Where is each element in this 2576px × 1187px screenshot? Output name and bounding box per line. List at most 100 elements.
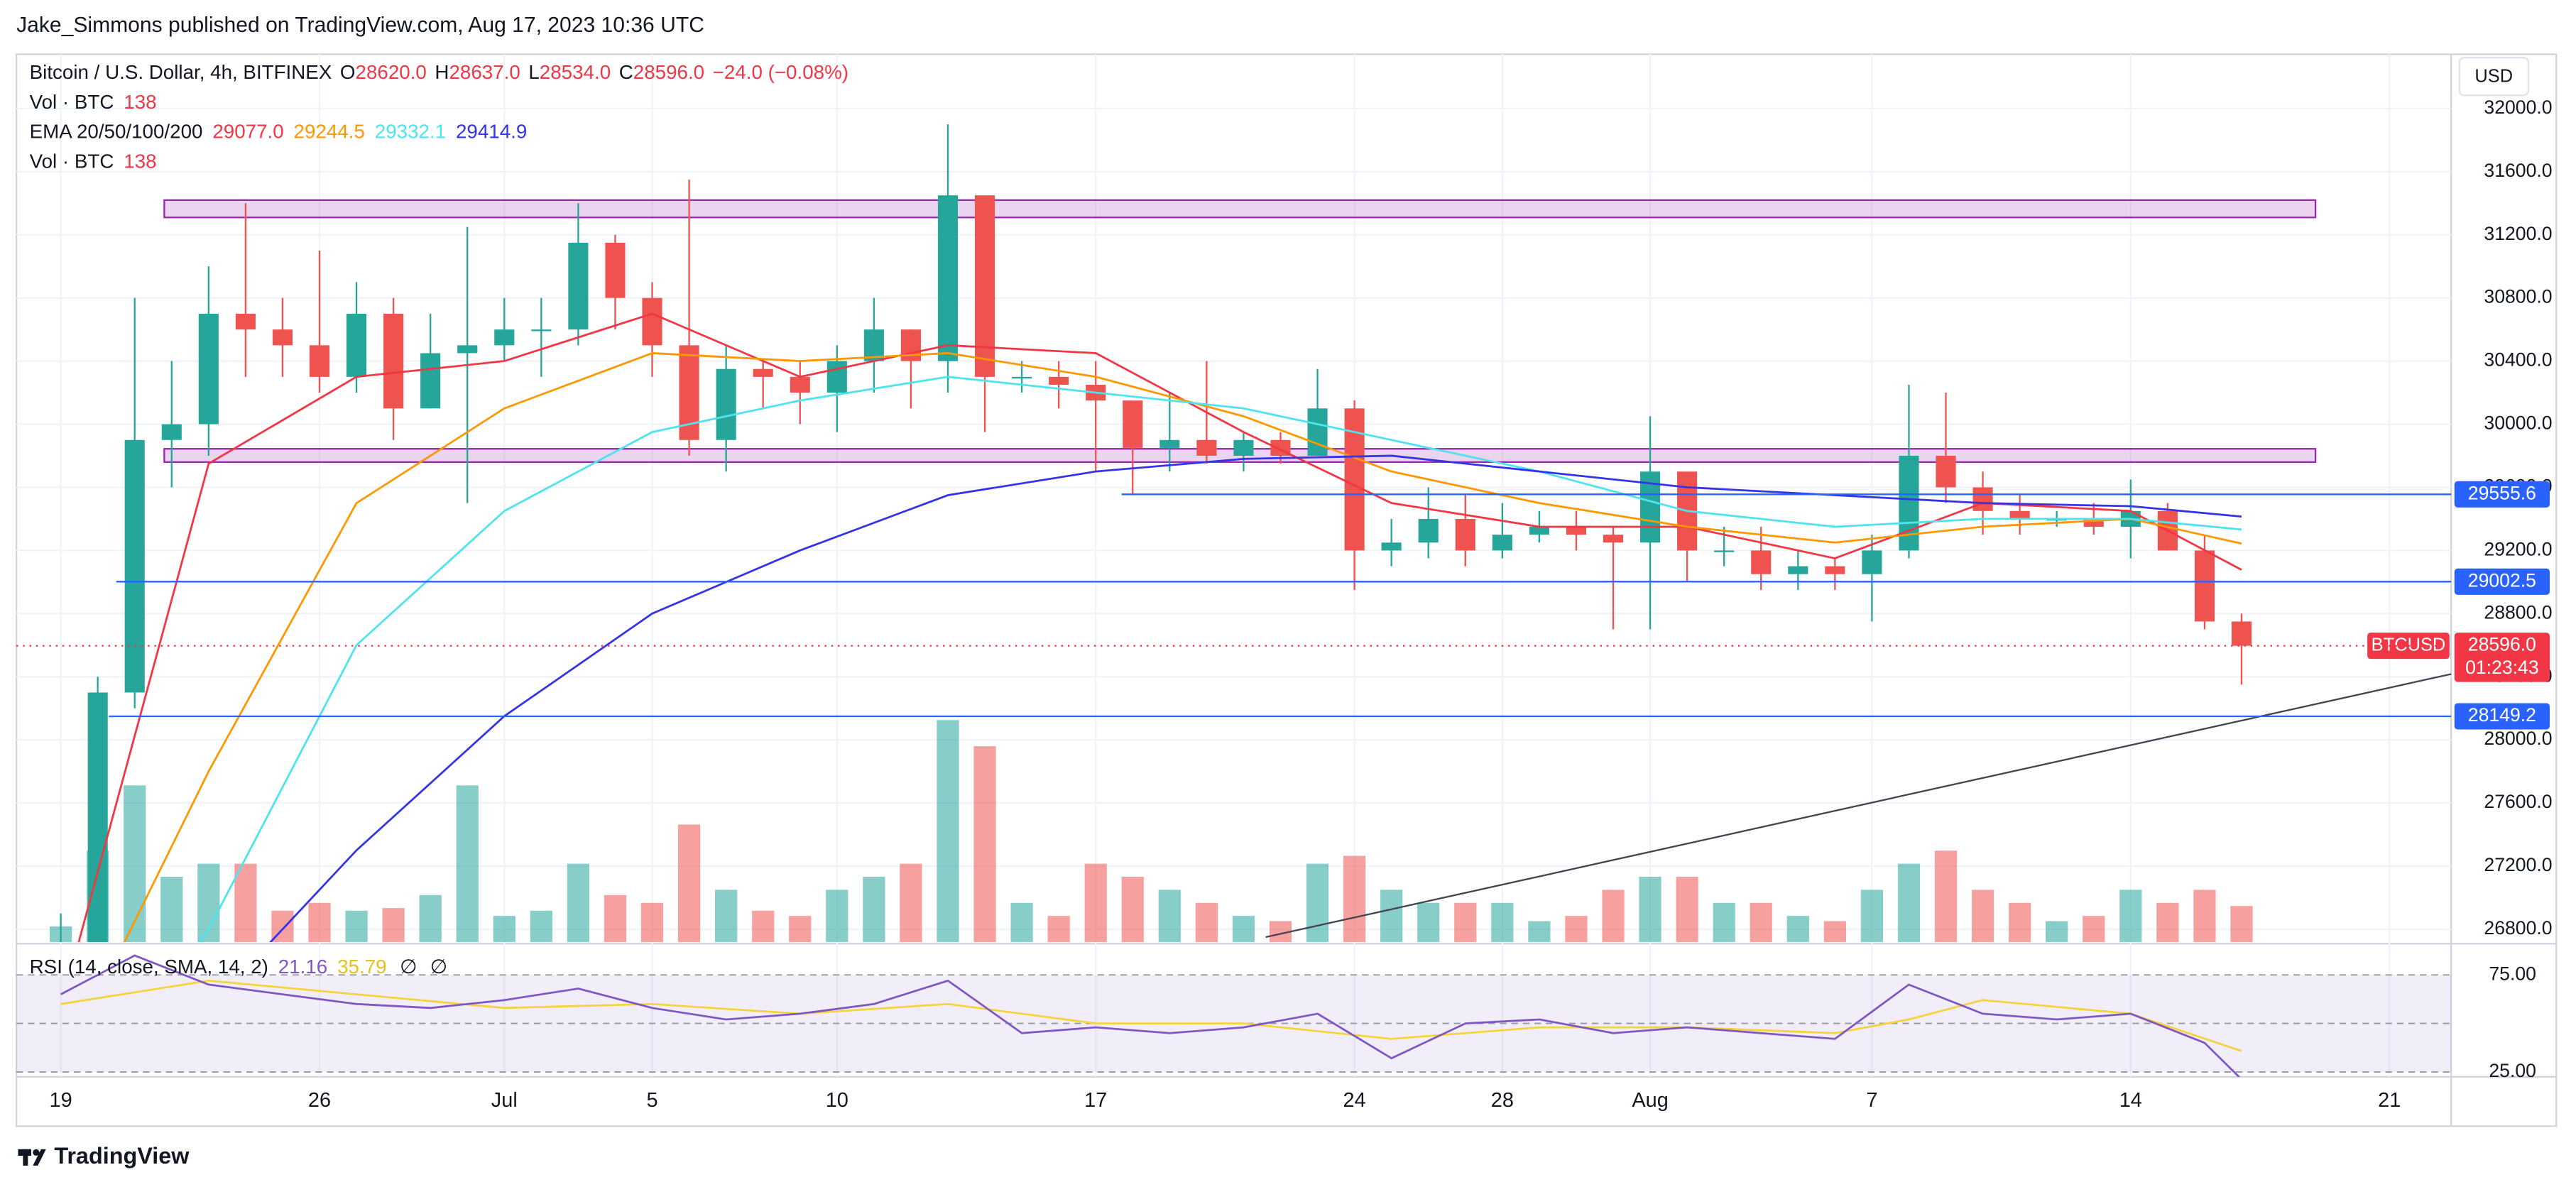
volume-bar — [1971, 890, 1994, 942]
volume-bar — [382, 908, 405, 942]
volume-bar — [1934, 850, 1958, 942]
volume-bar — [1195, 902, 1218, 942]
legend-text: H — [435, 62, 449, 84]
y-tick-label: 30000.0 — [2484, 412, 2552, 434]
candle-body — [87, 692, 108, 942]
axes: 19 26 Jul 5 10 17 24 28 Aug 7 14 21 32000.0 31600.0 31… — [50, 97, 2553, 1112]
candle-body — [2194, 550, 2215, 622]
volume-bar — [900, 863, 922, 942]
volume-bar — [1750, 902, 1772, 942]
candle-body — [1196, 439, 1217, 456]
candle-body — [605, 242, 626, 298]
x-tick-label: Jul — [491, 1089, 518, 1112]
volume-bar — [1047, 916, 1070, 942]
volume-bar — [234, 863, 257, 942]
candle-body — [1566, 527, 1587, 535]
volume-bar — [1860, 890, 1884, 942]
legend-text: Vol · BTC — [30, 151, 114, 173]
volume-bar — [789, 916, 812, 942]
legend: Bitcoin / U.S. Dollar, 4h, BITFINEX O2862… — [30, 62, 848, 978]
volume-bar — [752, 910, 775, 942]
frame — [15, 53, 2558, 1127]
volume-bar — [124, 785, 146, 942]
volume-bar — [2083, 916, 2105, 942]
legend-text: C — [619, 62, 633, 84]
volume-legend: Vol · BTC 138 — [30, 151, 157, 173]
attribution: Jake_Simmons published on TradingView.co… — [16, 13, 704, 37]
legend-text: Bitcoin / U.S. Dollar, 4h, BITFINEX — [30, 62, 332, 84]
candle-body — [1492, 535, 1512, 551]
rsi-tick-label: 75.00 — [2489, 963, 2536, 984]
volume-bar — [2193, 890, 2216, 942]
volume-bar — [2119, 890, 2142, 942]
legend-text: 29077.0 — [212, 121, 283, 143]
volume-bar — [493, 916, 515, 942]
candle-body — [1603, 535, 1624, 543]
volume-bar — [1306, 863, 1329, 942]
legend-text: 28534.0 — [540, 62, 611, 84]
candle-body — [1936, 455, 1956, 488]
candle-body — [1455, 518, 1475, 551]
x-tick-label: 28 — [1491, 1089, 1514, 1112]
volume-bar — [308, 902, 331, 942]
candle-body — [642, 297, 662, 346]
candle-body — [1233, 439, 1254, 456]
volume-bar — [640, 902, 664, 942]
legend-text: 29414.9 — [456, 121, 527, 143]
last-price-box — [2454, 633, 2550, 682]
legend-text: 138 — [124, 151, 156, 173]
candle-body — [2231, 621, 2252, 646]
zone — [163, 199, 2317, 219]
candle-body — [1529, 527, 1549, 535]
candle-body — [1418, 518, 1439, 543]
legend-text: 29332.1 — [375, 121, 446, 143]
candle-body — [1381, 542, 1402, 551]
legend-text: EMA 20/50/100/200 — [30, 121, 203, 143]
level-label-box — [2454, 703, 2550, 730]
logo-text: TradingView — [54, 1143, 190, 1169]
volume-bar — [160, 876, 183, 942]
rsi-line — [60, 954, 2241, 1077]
volume-bar — [1823, 921, 1846, 942]
legend-text: 29244.5 — [294, 121, 365, 143]
last-price-label: 28596.0 — [2468, 634, 2536, 655]
ema-line — [77, 312, 2242, 942]
volume-bar — [1897, 863, 1921, 942]
trendline — [1265, 673, 2452, 939]
volume-bar — [530, 910, 552, 942]
countdown-label: 01:23:43 — [2465, 657, 2539, 678]
level-label: 28149.2 — [2468, 704, 2536, 726]
legend-text: O — [340, 62, 356, 84]
volume-bar — [826, 890, 848, 942]
currency[interactable]: USD — [2474, 67, 2513, 87]
volume-legend: Vol · BTC 138 — [30, 91, 157, 113]
legend-text: L — [528, 62, 539, 84]
volume-bar — [419, 895, 442, 942]
x-tick-label: 21 — [2378, 1089, 2401, 1112]
candle-body — [1049, 376, 1069, 385]
volume-bar — [456, 785, 479, 942]
currency-box[interactable] — [2458, 56, 2530, 97]
legend-text: ∅ — [400, 956, 417, 978]
y-tick-label: 28000.0 — [2484, 728, 2552, 749]
y-tick-label: 26800.0 — [2484, 917, 2552, 939]
candle-body — [826, 361, 847, 393]
legend-text: Vol · BTC — [30, 91, 114, 113]
x-tick-label: 14 — [2119, 1089, 2142, 1112]
level-label-box — [2454, 568, 2550, 595]
symbol-label: BTCUSD — [2372, 635, 2446, 655]
y-tick-label: 30400.0 — [2484, 349, 2552, 371]
volume-bar — [345, 910, 368, 942]
candle-body — [198, 313, 219, 425]
level-label-box — [2454, 481, 2550, 508]
candle-body — [309, 345, 330, 377]
ema-line — [269, 454, 2242, 942]
volume-bar — [1232, 916, 1255, 942]
candle-body — [494, 329, 515, 346]
candle-body — [568, 242, 589, 330]
y-tick-label: 29200.0 — [2484, 538, 2552, 559]
candle-body — [1825, 566, 1845, 574]
rsi-pane — [16, 954, 2452, 1077]
volume-bar — [1084, 863, 1107, 942]
